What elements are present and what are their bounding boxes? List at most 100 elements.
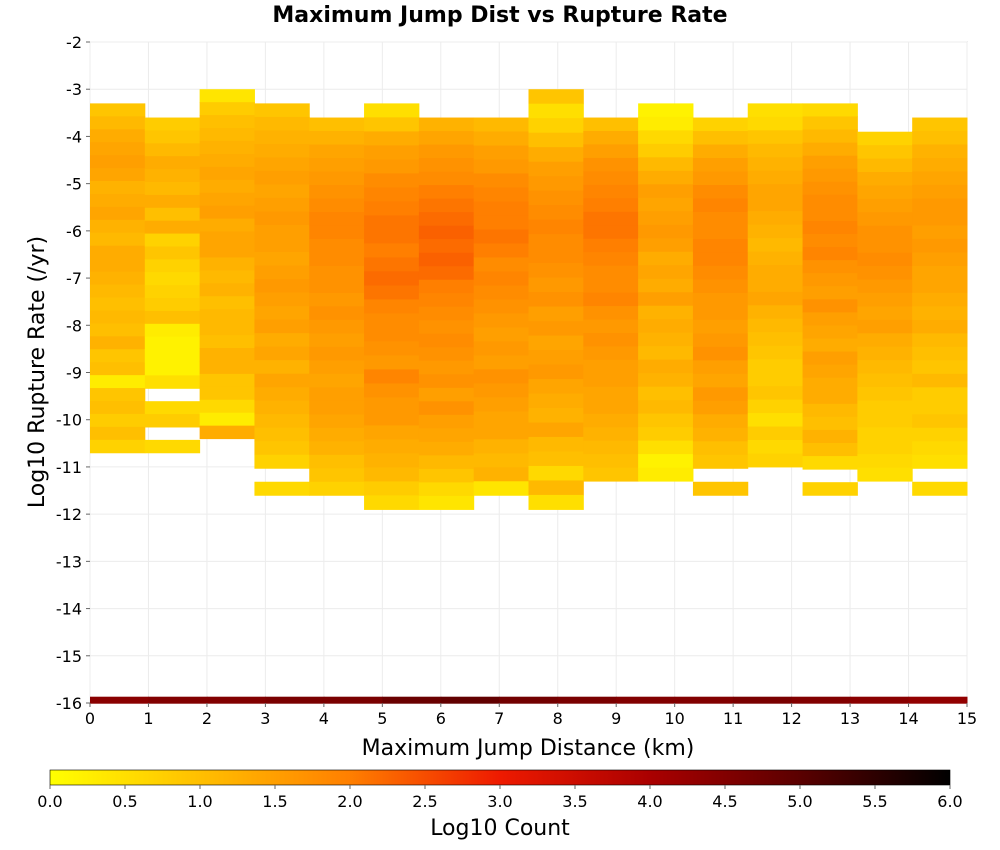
x-axis-ticks: 0 1 2 3 4 5 6 7 8 9 10 11 12 13 14 15	[85, 703, 977, 728]
heatmap-cell	[692, 360, 749, 375]
heatmap-cell	[90, 129, 146, 143]
x-tick-label: 11	[723, 709, 743, 728]
heatmap-cell	[364, 145, 420, 160]
heatmap-cell	[747, 238, 804, 252]
colorbar-tick-label: 3.0	[487, 792, 512, 811]
heatmap-cells	[90, 89, 968, 510]
heatmap-cell	[528, 480, 584, 496]
y-axis-label: Log10 Rupture Rate (/yr)	[25, 236, 50, 508]
heatmap-cell	[912, 360, 968, 375]
heatmap-cell	[857, 387, 913, 401]
heatmap-cell	[254, 360, 310, 375]
heatmap-cell	[90, 245, 146, 260]
heatmap-cell	[912, 238, 968, 253]
heatmap-cell	[802, 416, 858, 431]
heatmap-cell	[309, 400, 365, 415]
heatmap-cell	[254, 211, 310, 226]
heatmap-cell	[638, 427, 694, 442]
heatmap-cell	[583, 306, 639, 321]
heatmap-cell	[583, 427, 639, 442]
heatmap-cell	[144, 401, 201, 415]
heatmap-cell	[583, 279, 639, 294]
heatmap-cell	[857, 454, 913, 469]
heatmap-cell	[692, 225, 749, 240]
heatmap-cell	[199, 89, 255, 103]
heatmap-cell	[254, 116, 310, 131]
heatmap-bottom-cell	[206, 696, 266, 704]
heatmap-cell	[364, 215, 420, 230]
heatmap-cell	[802, 142, 858, 157]
heatmap-cell	[747, 305, 804, 320]
heatmap-cell	[638, 238, 694, 253]
heatmap-cell	[309, 454, 365, 469]
heatmap-cell	[364, 341, 420, 356]
heatmap-cell	[802, 273, 858, 287]
heatmap-cell	[857, 319, 913, 334]
heatmap-cell	[418, 158, 475, 173]
heatmap-cell	[912, 319, 968, 334]
heatmap-cell	[364, 159, 420, 174]
heatmap-cell	[692, 481, 749, 496]
heatmap-cell	[747, 372, 804, 387]
y-tick-label: -3	[66, 80, 82, 99]
heatmap-cell	[144, 310, 201, 325]
heatmap-cell	[254, 346, 310, 361]
heatmap-cell	[747, 157, 804, 172]
heatmap-cell	[418, 482, 475, 497]
heatmap-cell	[638, 197, 694, 212]
heatmap-cell	[199, 140, 255, 155]
heatmap-cell	[364, 411, 420, 426]
heatmap-cell	[144, 246, 201, 260]
heatmap-cell	[473, 271, 529, 286]
y-tick-label: -5	[66, 175, 82, 194]
heatmap-cell	[583, 211, 639, 226]
colorbar-tick-label: 5.5	[862, 792, 887, 811]
heatmap-cell	[802, 456, 858, 470]
heatmap-cell	[802, 181, 858, 196]
heatmap-cell	[364, 453, 420, 468]
heatmap-cell	[254, 481, 310, 496]
heatmap-cell	[638, 413, 694, 428]
heatmap-cell	[802, 312, 858, 326]
heatmap-cell	[528, 263, 584, 279]
heatmap-cell	[692, 144, 749, 159]
heatmap-cell	[473, 411, 529, 426]
heatmap-cell	[528, 132, 584, 148]
heatmap-cell	[364, 383, 420, 398]
heatmap-cell	[857, 373, 913, 388]
heatmap-cell	[90, 310, 146, 324]
x-tick-label: 15	[957, 709, 977, 728]
heatmap-cell	[90, 103, 146, 117]
heatmap-cell	[747, 345, 804, 360]
heatmap-cell	[199, 128, 255, 142]
heatmap-cell	[309, 481, 365, 496]
heatmap-cell	[583, 413, 639, 428]
heatmap-cell	[747, 359, 804, 374]
heatmap-cell	[364, 439, 420, 454]
heatmap-cell	[254, 143, 310, 158]
heatmap-bottom-cell	[265, 696, 325, 704]
heatmap-cell	[473, 481, 529, 496]
heatmap-cell	[528, 436, 584, 452]
heatmap-cell	[144, 362, 201, 376]
colorbar-tick-label: 1.0	[187, 792, 212, 811]
heatmap-cell	[364, 243, 420, 258]
heatmap-cell	[309, 414, 365, 429]
heatmap-bottom-cell	[674, 696, 734, 704]
heatmap-cell	[473, 131, 529, 147]
heatmap-cell	[747, 440, 804, 454]
heatmap-cell	[912, 427, 968, 442]
heatmap-cell	[90, 168, 146, 182]
colorbar-tick-label: 5.0	[787, 792, 812, 811]
heatmap-cell	[90, 388, 146, 402]
heatmap-cell	[90, 193, 146, 208]
heatmap-cell	[692, 279, 749, 294]
heatmap-cell	[364, 495, 420, 510]
heatmap-cell	[144, 220, 201, 235]
heatmap-cell	[583, 467, 639, 482]
y-axis-ticks: -2 -3 -4 -5 -6 -7 -8 -9 -10 -11 -12 -13 -14 -15 -16	[56, 33, 90, 713]
heatmap-cell	[418, 333, 475, 348]
heatmap-cell	[254, 225, 310, 240]
heatmap-cell	[583, 131, 639, 145]
heatmap-cell	[747, 116, 804, 131]
